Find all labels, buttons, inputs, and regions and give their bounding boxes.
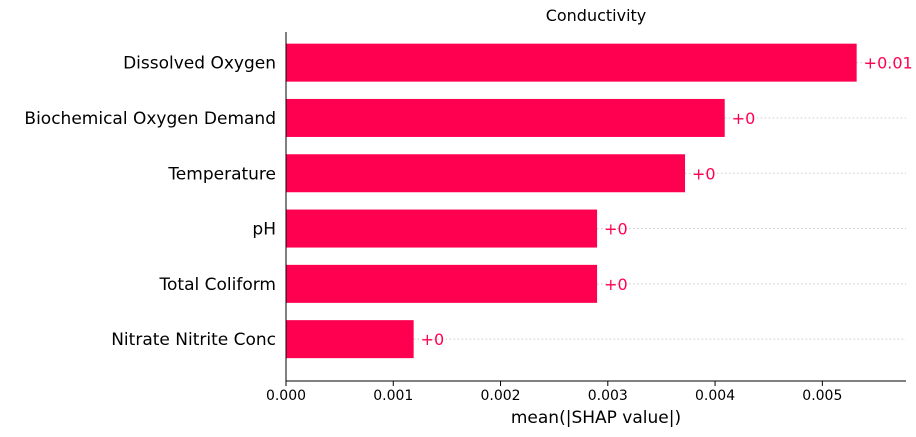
bars: [286, 43, 857, 359]
x-tick-label: 0.005: [802, 388, 842, 404]
value-label: +0: [692, 164, 716, 183]
x-tick-label: 0.001: [373, 388, 413, 404]
chart-title: Conductivity: [545, 6, 647, 25]
bar-nitrate-nitrite-conc: [286, 320, 414, 359]
x-tick-label: 0.002: [480, 388, 520, 404]
x-tick-label: 0.003: [588, 388, 628, 404]
x-tick-label: 0.004: [695, 388, 735, 404]
category-label: pH: [252, 220, 276, 240]
category-label: Total Coliform: [159, 275, 276, 295]
value-label: +0.01: [864, 54, 913, 73]
bar-biochemical-oxygen-demand: [286, 98, 725, 137]
value-label: +0: [604, 220, 628, 239]
guide-lines: [413, 62, 906, 340]
axes: [285, 32, 906, 382]
category-label: Nitrate Nitrite Conc: [111, 330, 276, 350]
x-axis-label: mean(|SHAP value|): [511, 408, 681, 428]
value-label: +0: [732, 109, 756, 128]
value-label: +0: [421, 330, 445, 349]
labels: Dissolved Oxygen +0.01 Biochemical Oxygen …: [24, 54, 912, 404]
bar-temperature: [286, 154, 686, 193]
bar-dissolved-oxygen: [286, 43, 857, 82]
bar-ph: [286, 209, 598, 248]
category-label: Dissolved Oxygen: [123, 54, 276, 74]
x-tick-label: 0.000: [266, 388, 306, 404]
category-label: Biochemical Oxygen Demand: [24, 109, 276, 129]
bar-total-coliform: [286, 264, 598, 303]
value-label: +0: [604, 275, 628, 294]
category-label: Temperature: [167, 164, 276, 184]
